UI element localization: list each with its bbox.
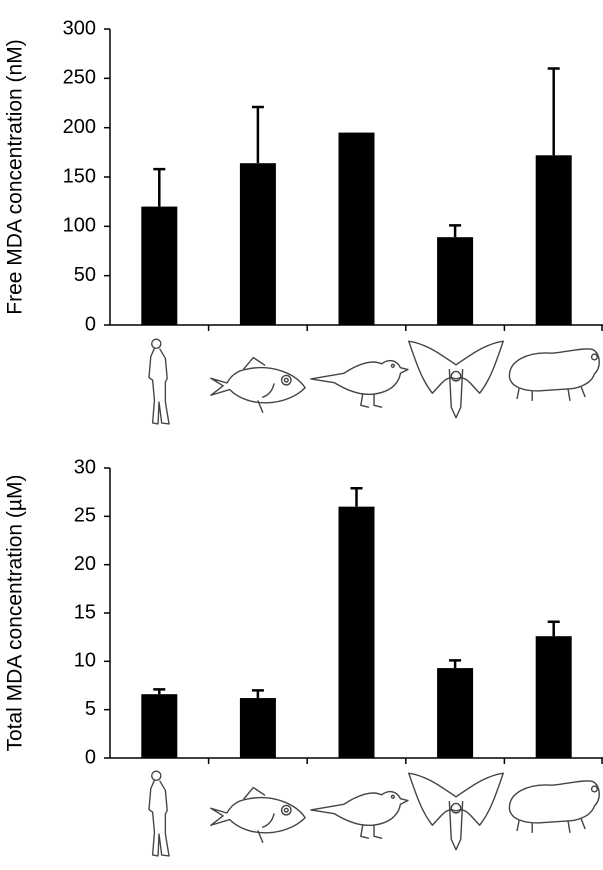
error-bar xyxy=(449,659,462,669)
y-tick-label: 0 xyxy=(85,746,96,768)
human-icon xyxy=(148,770,170,857)
y-tick-label: 50 xyxy=(74,264,96,286)
bird-icon xyxy=(310,790,409,839)
error-bar xyxy=(153,688,166,695)
bar xyxy=(437,237,474,325)
bird-icon xyxy=(310,359,409,408)
y-tick-label: 0 xyxy=(85,313,96,335)
y-axis-label: Total MDA concentration (µM) xyxy=(4,474,27,751)
y-tick-label: 20 xyxy=(74,553,96,575)
mole-rat-icon xyxy=(508,348,600,402)
bar xyxy=(141,694,178,758)
y-axis-label: Free MDA concentration (nM) xyxy=(4,39,27,314)
bar xyxy=(338,506,375,758)
bar xyxy=(239,163,276,325)
error-bar xyxy=(547,620,560,637)
fish-icon xyxy=(210,786,306,843)
bar xyxy=(535,155,572,325)
error-bar xyxy=(153,167,166,207)
y-tick-label: 30 xyxy=(74,456,96,478)
error-bar xyxy=(547,67,560,156)
fish-icon xyxy=(210,356,306,413)
bat-icon xyxy=(408,340,504,419)
bar xyxy=(535,636,572,758)
y-tick-label: 300 xyxy=(63,17,96,39)
y-tick-label: 150 xyxy=(63,165,96,187)
y-tick-label: 100 xyxy=(63,215,96,237)
error-bar xyxy=(251,689,264,699)
bar xyxy=(141,206,178,325)
y-tick-label: 10 xyxy=(74,650,96,672)
error-bar xyxy=(350,487,363,507)
human-icon xyxy=(148,338,170,425)
mole-rat-icon xyxy=(508,780,600,834)
error-bar xyxy=(251,105,264,164)
y-tick-label: 15 xyxy=(74,601,96,623)
y-tick-label: 5 xyxy=(85,698,96,720)
error-bar xyxy=(449,224,462,238)
bar xyxy=(338,132,375,325)
bar xyxy=(437,668,474,758)
bat-icon xyxy=(408,772,504,851)
y-tick-label: 200 xyxy=(63,116,96,138)
bar xyxy=(239,698,276,758)
y-tick-label: 250 xyxy=(63,67,96,89)
y-tick-label: 25 xyxy=(74,505,96,527)
